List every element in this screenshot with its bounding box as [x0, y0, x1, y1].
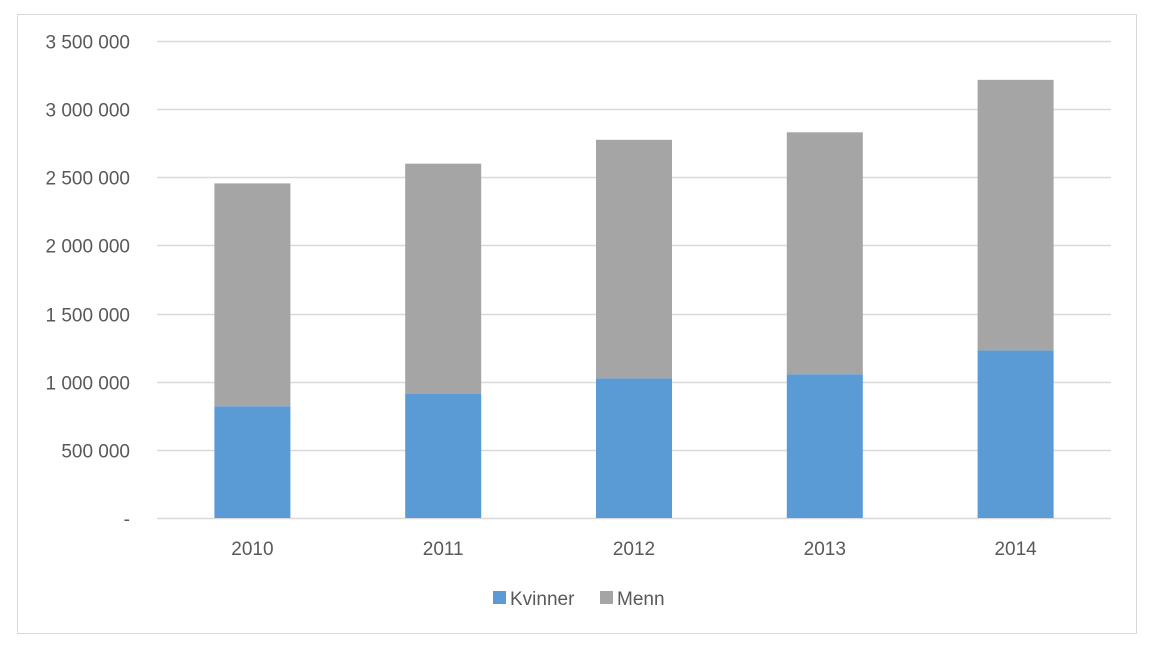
legend-swatch-kvinner — [493, 591, 506, 604]
bar-menn-2012 — [596, 139, 672, 379]
y-tick-label: 2 000 000 — [45, 237, 130, 258]
bars — [214, 79, 1054, 518]
chart-frame — [17, 14, 1137, 634]
x-tick-label: 2014 — [994, 539, 1037, 560]
bar-menn-2014 — [977, 79, 1054, 351]
bar-menn-2013 — [786, 132, 863, 375]
y-tick-label: 1 500 000 — [45, 306, 130, 327]
y-tick-label: 500 000 — [61, 442, 130, 463]
bar-menn-2011 — [405, 163, 482, 394]
y-tick-label: 1 000 000 — [45, 374, 130, 395]
x-axis: 2010 2011 2012 2013 2014 — [231, 539, 1037, 560]
y-tick-label: - — [124, 510, 130, 531]
x-tick-label: 2012 — [613, 539, 655, 560]
x-tick-label: 2013 — [804, 539, 846, 560]
y-tick-label: 3 500 000 — [45, 33, 130, 54]
y-axis: - 500 000 1 000 000 1 500 000 2 000 000 2 500… — [45, 33, 130, 531]
x-tick-label: 2011 — [423, 539, 464, 560]
bar-kvinner-2012 — [596, 378, 672, 518]
bar-menn-2010 — [214, 183, 291, 407]
bar-kvinner-2011 — [405, 393, 482, 518]
x-tick-label: 2010 — [231, 539, 273, 560]
bar-kvinner-2010 — [214, 406, 291, 518]
y-tick-label: 3 000 000 — [45, 101, 130, 122]
legend: Kvinner Menn — [493, 589, 665, 610]
legend-label-menn: Menn — [617, 589, 665, 610]
y-tick-label: 2 500 000 — [45, 169, 130, 190]
bar-kvinner-2013 — [786, 374, 863, 518]
legend-swatch-menn — [600, 591, 613, 604]
legend-label-kvinner: Kvinner — [510, 589, 575, 610]
bar-kvinner-2014 — [977, 350, 1054, 518]
